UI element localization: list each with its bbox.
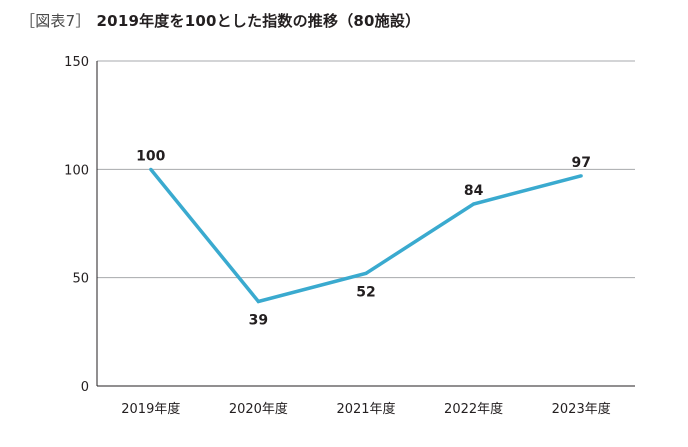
data-point bbox=[472, 202, 476, 206]
chart-title: 2019年度を100とした指数の推移（80施設） bbox=[96, 12, 421, 30]
gridlines bbox=[97, 60, 635, 279]
figure-tag: ［図表7］ bbox=[20, 12, 91, 30]
data-label: 39 bbox=[249, 313, 268, 329]
y-tick-label: 100 bbox=[64, 163, 89, 178]
x-tick-label: 2019年度 bbox=[121, 401, 180, 417]
x-tick-label: 2022年度 bbox=[444, 401, 503, 417]
data-labels: 100 39 52 84 97 bbox=[136, 148, 591, 328]
x-tick-label: 2020年度 bbox=[229, 401, 288, 417]
data-label: 52 bbox=[356, 284, 375, 300]
data-label: 84 bbox=[464, 183, 484, 199]
data-point bbox=[149, 167, 153, 171]
x-tick-labels: 2019年度 2020年度 2021年度 2022年度 2023年度 bbox=[121, 401, 610, 417]
y-tick-label: 50 bbox=[72, 272, 89, 287]
axes bbox=[96, 61, 635, 387]
data-label: 97 bbox=[571, 155, 590, 171]
chart-title-row: ［図表7］ 2019年度を100とした指数の推移（80施設） bbox=[20, 10, 420, 31]
y-tick-label: 0 bbox=[81, 380, 89, 395]
x-tick-label: 2023年度 bbox=[552, 401, 611, 417]
series bbox=[149, 167, 583, 304]
data-point bbox=[256, 299, 260, 304]
data-point bbox=[364, 271, 368, 275]
y-tick-label: 150 bbox=[64, 55, 89, 70]
x-tick-label: 2021年度 bbox=[336, 401, 395, 417]
y-tick-labels: 0 50 100 150 bbox=[64, 55, 89, 395]
data-point bbox=[579, 174, 583, 178]
series-line bbox=[149, 168, 582, 304]
data-label: 100 bbox=[136, 148, 165, 164]
